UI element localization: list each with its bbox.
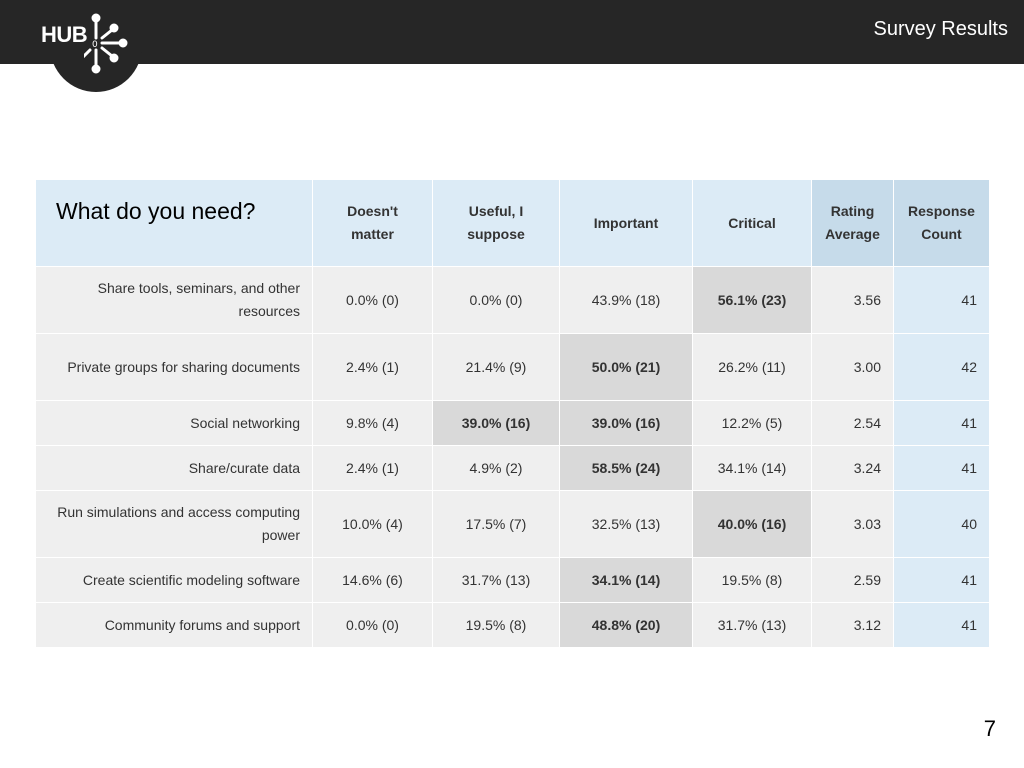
column-header-doesnt-matter: Doesn't matter <box>312 179 433 267</box>
cell-important: 50.0% (21) <box>559 333 693 401</box>
cell-rating-average: 3.03 <box>811 490 894 558</box>
column-header-rating-average: Rating Average <box>811 179 894 267</box>
cell-critical: 40.0% (16) <box>692 490 812 558</box>
cell-rating-average: 2.59 <box>811 557 894 603</box>
column-header-critical: Critical <box>692 179 812 267</box>
column-header-response-count: Response Count <box>893 179 990 267</box>
row-label: Run simulations and access computing pow… <box>35 490 313 558</box>
table-row: Run simulations and access computing pow… <box>35 490 990 558</box>
cell-critical: 19.5% (8) <box>692 557 812 603</box>
row-label: Social networking <box>35 400 313 446</box>
cell-useful: 4.9% (2) <box>432 445 560 491</box>
cell-rating-average: 3.24 <box>811 445 894 491</box>
cell-critical: 56.1% (23) <box>692 266 812 334</box>
row-label: Community forums and support <box>35 602 313 648</box>
cell-doesnt-matter: 2.4% (1) <box>312 445 433 491</box>
cell-important: 39.0% (16) <box>559 400 693 446</box>
column-header-important: Important <box>559 179 693 267</box>
cell-critical: 12.2% (5) <box>692 400 812 446</box>
cell-doesnt-matter: 0.0% (0) <box>312 602 433 648</box>
table-row: Create scientific modeling software 14.6… <box>35 557 990 603</box>
cell-response-count: 41 <box>893 602 990 648</box>
cell-useful: 17.5% (7) <box>432 490 560 558</box>
table-row: Private groups for sharing documents 2.4… <box>35 333 990 401</box>
cell-important: 34.1% (14) <box>559 557 693 603</box>
table-row: Social networking 9.8% (4) 39.0% (16) 39… <box>35 400 990 446</box>
table-row: Share/curate data 2.4% (1) 4.9% (2) 58.5… <box>35 445 990 491</box>
row-label: Create scientific modeling software <box>35 557 313 603</box>
cell-important: 58.5% (24) <box>559 445 693 491</box>
row-label: Share/curate data <box>35 445 313 491</box>
cell-rating-average: 2.54 <box>811 400 894 446</box>
cell-response-count: 41 <box>893 557 990 603</box>
cell-important: 48.8% (20) <box>559 602 693 648</box>
row-label: Private groups for sharing documents <box>35 333 313 401</box>
cell-response-count: 41 <box>893 266 990 334</box>
svg-text:0: 0 <box>92 40 98 50</box>
logo-text: HUB <box>41 22 88 47</box>
cell-response-count: 42 <box>893 333 990 401</box>
table-row: Share tools, seminars, and other resourc… <box>35 266 990 334</box>
page-number: 7 <box>983 716 996 741</box>
cell-critical: 31.7% (13) <box>692 602 812 648</box>
survey-results-table: What do you need? Doesn't matter Useful,… <box>35 179 990 648</box>
table-header-row: What do you need? Doesn't matter Useful,… <box>35 179 990 267</box>
table-row: Community forums and support 0.0% (0) 19… <box>35 602 990 648</box>
cell-doesnt-matter: 9.8% (4) <box>312 400 433 446</box>
cell-useful: 19.5% (8) <box>432 602 560 648</box>
column-header-useful: Useful, I suppose <box>432 179 560 267</box>
cell-response-count: 40 <box>893 490 990 558</box>
row-label: Share tools, seminars, and other resourc… <box>35 266 313 334</box>
cell-useful: 31.7% (13) <box>432 557 560 603</box>
cell-doesnt-matter: 14.6% (6) <box>312 557 433 603</box>
question-heading: What do you need? <box>35 179 313 267</box>
cell-doesnt-matter: 2.4% (1) <box>312 333 433 401</box>
cell-rating-average: 3.00 <box>811 333 894 401</box>
slide-title: Survey Results <box>873 18 1009 40</box>
cell-critical: 26.2% (11) <box>692 333 812 401</box>
cell-important: 32.5% (13) <box>559 490 693 558</box>
survey-table-wrapper: What do you need? Doesn't matter Useful,… <box>35 179 990 648</box>
cell-rating-average: 3.12 <box>811 602 894 648</box>
cell-response-count: 41 <box>893 445 990 491</box>
header-bar: HUB 0 Survey Results <box>0 0 1024 92</box>
cell-critical: 34.1% (14) <box>692 445 812 491</box>
cell-rating-average: 3.56 <box>811 266 894 334</box>
cell-doesnt-matter: 10.0% (4) <box>312 490 433 558</box>
cell-important: 43.9% (18) <box>559 266 693 334</box>
cell-response-count: 41 <box>893 400 990 446</box>
hub-network-icon: 0 <box>84 13 128 74</box>
cell-useful: 39.0% (16) <box>432 400 560 446</box>
cell-useful: 21.4% (9) <box>432 333 560 401</box>
cell-useful: 0.0% (0) <box>432 266 560 334</box>
cell-doesnt-matter: 0.0% (0) <box>312 266 433 334</box>
